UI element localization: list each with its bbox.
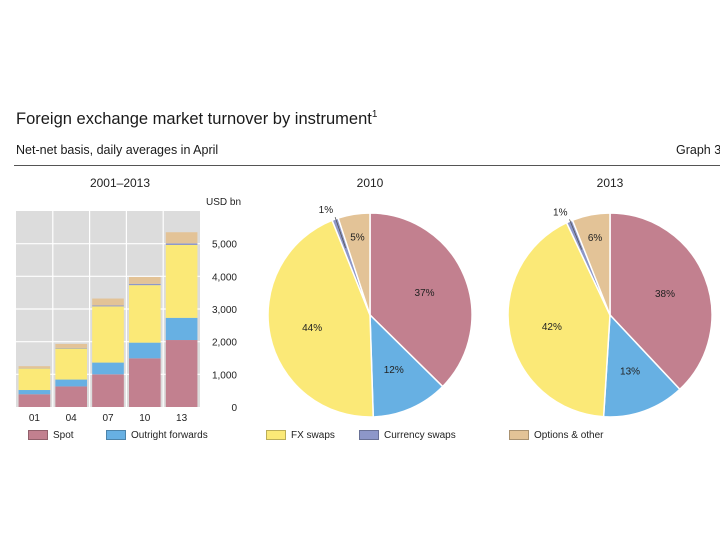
bar-04-outright-forwards [55, 379, 88, 387]
pie-2010-slice-outright-forwards [369, 313, 444, 418]
bar-04-spot [55, 386, 88, 407]
bar-13-options-other [165, 232, 198, 244]
legend-swatch-spot [28, 430, 48, 440]
bar-10-outright-forwards [128, 342, 161, 359]
header-divider [14, 165, 720, 166]
legend-item-spot: Spot [28, 428, 74, 442]
pie-2010-label-spot: 37% [415, 288, 435, 299]
bar-10-fx-swaps [128, 285, 161, 343]
bar-01-fx-swaps [18, 368, 51, 391]
legend-label-fx-swaps: FX swaps [291, 429, 335, 441]
legend-swatch-currency-swaps [359, 430, 379, 440]
bar-y-tick-label: 0 [231, 403, 237, 414]
bar-07-fx-swaps [92, 306, 124, 363]
legend-label-outright-forwards: Outright forwards [131, 429, 208, 441]
pie-2010-label-fx-swaps: 44% [302, 323, 322, 334]
bar-10-currency-swaps [128, 283, 161, 286]
pie-2013-slice-outright-forwards [602, 313, 681, 418]
bar-07-spot [92, 374, 124, 407]
bar-04-currency-swaps [55, 347, 88, 349]
bar-x-tick-label: 13 [176, 413, 188, 424]
legend-item-fx-swaps: FX swaps [266, 428, 335, 442]
bar-01-outright-forwards [18, 390, 51, 395]
bar-04-fx-swaps [55, 348, 88, 380]
bar-07-outright-forwards [92, 362, 124, 375]
bar-10-spot [128, 358, 161, 407]
pie-2013-label-spot: 38% [655, 289, 675, 300]
pie-2013-label-options-other: 6% [588, 233, 603, 244]
pie-2013-slice-options-other [571, 212, 611, 316]
legend-label-spot: Spot [53, 429, 74, 441]
bar-y-axis-unit: USD bn [206, 197, 241, 208]
pie-2010-leader-line [334, 217, 346, 249]
legend-label-options-other: Options & other [534, 429, 604, 441]
pie-2013-label-outright-forwards: 13% [620, 367, 640, 378]
bar-10-options-other [128, 276, 161, 284]
page-subtitle: Net-net basis, daily averages in April [16, 143, 219, 157]
legend-item-outright-forwards: Outright forwards [106, 428, 208, 442]
bar-04-options-other [55, 343, 88, 348]
legend-swatch-options-other [509, 430, 529, 440]
legend-item-options-other: Options & other [509, 428, 603, 442]
pie-2013-leader-line [569, 219, 583, 250]
bar-y-tick-label: 4,000 [212, 272, 237, 283]
pie-2010-title: 2010 [357, 176, 384, 190]
graph-label: Graph 3 [676, 143, 720, 157]
bar-13-fx-swaps [165, 244, 198, 318]
bar-07-currency-swaps [92, 305, 124, 307]
legend-swatch-outright-forwards [106, 430, 126, 440]
title-footnote: 1 [371, 109, 378, 120]
bar-y-tick-label: 1,000 [212, 370, 237, 381]
legend-item-currency-swaps: Currency swaps [359, 428, 456, 442]
pie-2013-slice-spot [609, 212, 713, 391]
bar-y-tick-label: 3,000 [212, 305, 237, 316]
legend-swatch-fx-swaps [266, 430, 286, 440]
bar-13-outright-forwards [165, 317, 198, 341]
pie-2010-label-currency-swaps: 1% [319, 205, 334, 216]
bar-chart-title: 2001–2013 [90, 176, 150, 190]
bar-01-spot [18, 394, 51, 407]
title-text: Foreign exchange market turnover by inst… [16, 110, 372, 128]
bar-x-tick-label: 10 [139, 413, 151, 424]
bar-y-tick-label: 5,000 [212, 240, 237, 251]
pie-2010-slice-spot [369, 212, 473, 388]
pie-2013-slice-fx-swaps [507, 221, 611, 418]
bar-07-options-other [92, 298, 124, 306]
bar-x-tick-label: 04 [66, 413, 78, 424]
page-title: Foreign exchange market turnover by inst… [16, 109, 377, 129]
pie-2013-label-fx-swaps: 42% [542, 322, 562, 333]
pie-2013-label-currency-swaps: 1% [553, 207, 568, 218]
bar-x-tick-label: 07 [102, 413, 114, 424]
bar-y-tick-label: 2,000 [212, 338, 237, 349]
bar-01-options-other [18, 366, 51, 369]
pie-2010-label-outright-forwards: 12% [384, 365, 404, 376]
bar-13-currency-swaps [165, 243, 198, 245]
legend-label-currency-swaps: Currency swaps [384, 429, 456, 441]
bar-13-spot [165, 340, 198, 407]
pie-2010-slice-options-other [337, 212, 371, 316]
pie-2010-label-options-other: 5% [350, 232, 365, 243]
bar-x-tick-label: 01 [29, 413, 41, 424]
pie-2013-title: 2013 [597, 176, 624, 190]
pie-2010-slice-fx-swaps [267, 219, 375, 418]
